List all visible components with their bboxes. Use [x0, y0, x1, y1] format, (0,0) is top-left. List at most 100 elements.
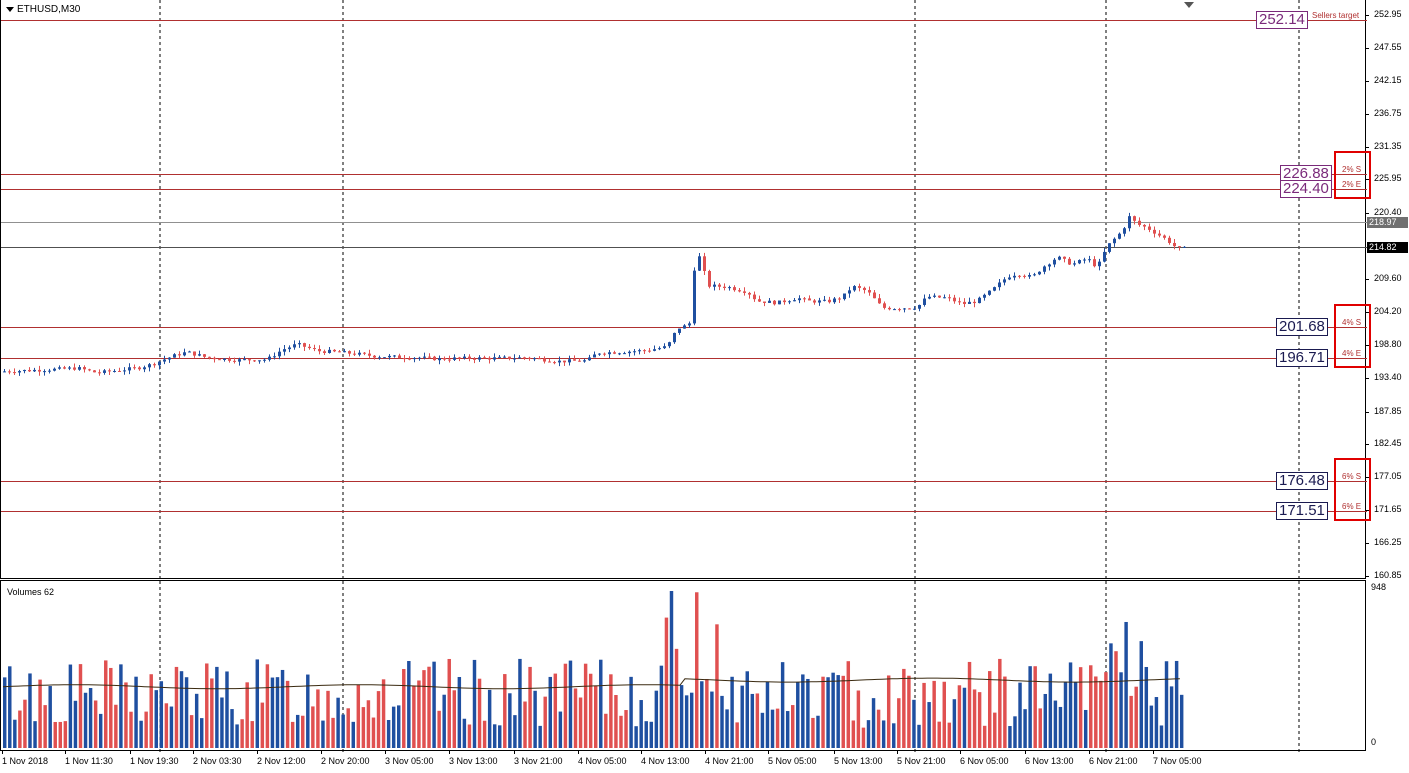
candle-body [838, 298, 841, 300]
candle-body [913, 308, 916, 310]
volume-bar [503, 674, 507, 748]
candle-body [88, 369, 91, 371]
volume-bar [179, 671, 184, 748]
volume-bar [114, 704, 118, 748]
volume-bar [1028, 666, 1032, 748]
level-price-label[interactable]: 201.68 [1276, 318, 1328, 336]
highlight-box-0 [1334, 151, 1371, 199]
candle-body [168, 357, 171, 360]
volume-bar [13, 719, 17, 748]
price-axis[interactable]: 252.95 247.55 242.15 236.75 231.35 225.95 220.… [1366, 0, 1409, 580]
candle-body [453, 357, 456, 360]
candle-body [1003, 279, 1006, 283]
volume-bar [407, 661, 411, 748]
volume-bar [240, 719, 244, 748]
volume-bar [538, 725, 542, 748]
price-axis-tick [1366, 345, 1369, 346]
time-axis-tick [960, 751, 961, 754]
chart-shift-marker-icon[interactable] [1184, 2, 1194, 8]
candle-body [353, 353, 356, 355]
volume-bar [796, 681, 800, 748]
candle-body [998, 282, 1001, 288]
volume-bar [1068, 662, 1073, 748]
volume-bar [583, 663, 588, 748]
volume-bar [573, 688, 578, 748]
volume-bar [1043, 693, 1048, 748]
volume-bar [740, 685, 744, 748]
candle-body [788, 301, 791, 303]
candle-body [263, 359, 266, 361]
volume-bar [1154, 697, 1159, 748]
time-axis-label: 4 Nov 21:00 [705, 756, 754, 766]
candle-body [383, 357, 386, 359]
candle-body [858, 286, 861, 288]
candle-body [428, 356, 431, 358]
level-price-label[interactable]: 252.14 [1256, 11, 1308, 29]
volume-bar [8, 666, 12, 748]
time-axis-label: 1 Nov 2018 [2, 756, 49, 766]
candle-body [208, 356, 211, 358]
volume-bar [235, 724, 239, 748]
volume-bar [614, 695, 618, 748]
candle-body [8, 371, 11, 373]
candle-body [993, 287, 996, 291]
candle-body [958, 301, 961, 303]
volume-bar [427, 666, 431, 748]
volume-bar [1159, 725, 1164, 748]
candle-body [233, 360, 236, 362]
candle-body [118, 370, 121, 372]
volume-bar [508, 693, 512, 748]
volume-bar [886, 675, 891, 748]
volume-panel[interactable]: Volumes 62 [0, 580, 1366, 752]
candle-body [748, 292, 751, 295]
candle-body [238, 359, 241, 362]
volume-bar [866, 720, 871, 748]
candle-body [173, 354, 176, 358]
volume-bar [811, 717, 815, 748]
volume-bar [770, 709, 775, 748]
time-axis-tick [193, 751, 194, 754]
volume-bar [492, 724, 497, 748]
time-axis-tick [130, 751, 131, 754]
time-axis[interactable]: 1 Nov 2018 1 Nov 11:30 1 Nov 19:30 2 Nov 03… [0, 751, 1366, 773]
candle-body [918, 304, 921, 309]
collapse-arrow-icon[interactable] [6, 6, 14, 12]
volume-bar [366, 700, 371, 748]
candle-body [33, 369, 36, 372]
volume-bar [791, 705, 795, 748]
price-axis-tick [1366, 312, 1369, 313]
candle-body [323, 351, 326, 353]
chart-title[interactable]: ETHUSD,M30 [6, 4, 80, 15]
volume-bar [215, 666, 219, 748]
candle-body [108, 370, 111, 372]
candle-body [1158, 233, 1161, 236]
price-axis-label: 247.55 [1374, 42, 1402, 52]
price-chart-canvas[interactable] [1, 0, 1367, 579]
candle-body [363, 352, 366, 354]
price-axis-tick [1366, 81, 1369, 82]
candle-body [448, 359, 451, 361]
current-price-box: 218.97 [1367, 217, 1408, 228]
candle-body [588, 357, 591, 361]
price-chart-panel[interactable]: ETHUSD,M30 [0, 0, 1367, 579]
volume-bar [361, 707, 366, 748]
candle-body [563, 360, 566, 363]
candle-body [178, 354, 181, 356]
candle-body [1023, 275, 1026, 277]
level-price-label[interactable]: 196.71 [1276, 349, 1328, 367]
level-price-label[interactable]: 171.51 [1276, 502, 1328, 520]
level-price-label[interactable]: 176.48 [1276, 472, 1328, 490]
price-axis-label: 225.95 [1374, 173, 1402, 183]
volume-bar [907, 675, 911, 748]
volume-bar [174, 666, 179, 748]
candle-body [793, 300, 796, 302]
level-tag-label: 2% S [1342, 165, 1362, 174]
volume-bar [1114, 651, 1118, 748]
candle-body [1028, 275, 1031, 277]
volume-bar [1149, 705, 1154, 748]
level-price-label[interactable]: 224.40 [1280, 180, 1332, 198]
candle-body [833, 298, 836, 303]
candle-body [908, 308, 911, 310]
time-axis-label: 3 Nov 21:00 [514, 756, 563, 766]
